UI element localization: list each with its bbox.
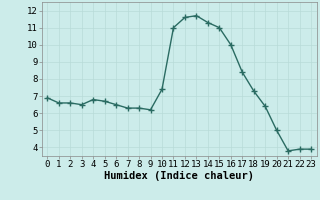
X-axis label: Humidex (Indice chaleur): Humidex (Indice chaleur) (104, 171, 254, 181)
